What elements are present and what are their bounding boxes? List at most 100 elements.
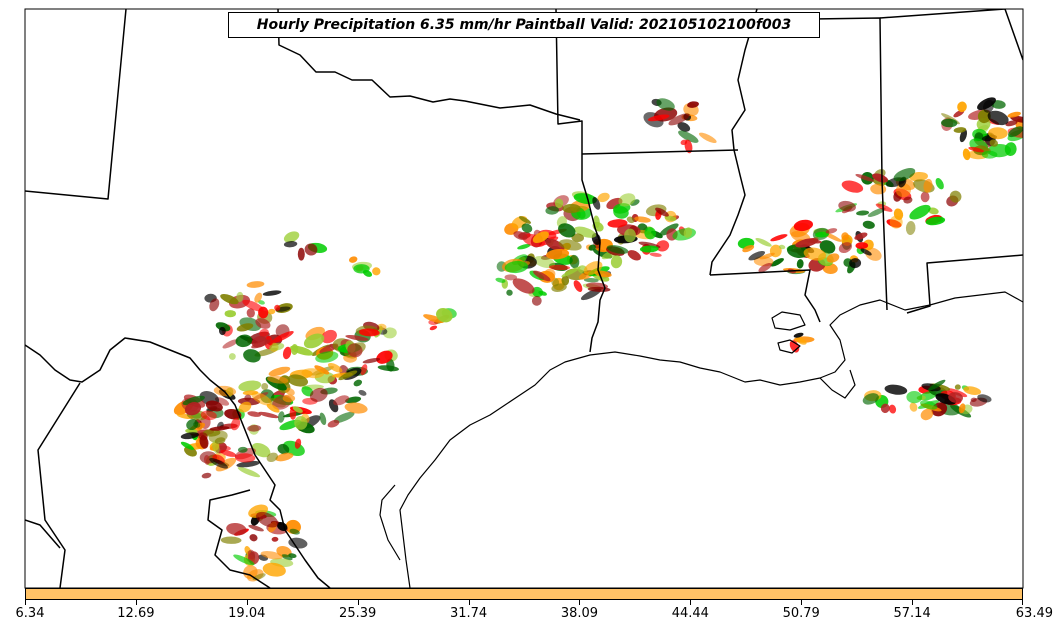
precip-blob	[680, 139, 688, 146]
precip-blob	[855, 242, 869, 250]
precip-blob	[236, 291, 244, 303]
precip-blob	[285, 387, 295, 396]
precip-blob	[571, 233, 584, 243]
precip-blob	[793, 332, 804, 338]
precip-blob	[1007, 111, 1021, 118]
precip-blob	[903, 196, 913, 204]
precip-blob	[607, 219, 628, 228]
precip-blob	[875, 203, 893, 212]
precip-blob	[644, 227, 657, 240]
precip-blob	[287, 374, 309, 387]
precip-blob	[795, 337, 807, 345]
precip-blob	[327, 419, 340, 428]
precip-blob	[909, 204, 931, 220]
precip-blob	[345, 396, 362, 404]
precip-blob	[292, 406, 303, 413]
precip-blob	[803, 247, 827, 261]
mississippi-delta	[819, 369, 856, 399]
precip-blob	[303, 333, 325, 349]
colorbar-tick	[358, 600, 359, 605]
precip-blob	[1010, 115, 1023, 123]
precip-blob	[787, 244, 809, 258]
colorbar-tick-label: 57.14	[893, 606, 931, 621]
precip-blob	[201, 472, 212, 479]
precip-blob	[624, 228, 636, 243]
precip-blob	[246, 281, 265, 288]
precip-blob	[348, 256, 358, 263]
precip-blob	[860, 248, 872, 256]
precip-blob	[948, 392, 963, 403]
precip-blob	[247, 424, 262, 432]
coastline	[379, 291, 1023, 588]
precip-blob	[360, 364, 368, 376]
precip-blob	[222, 339, 239, 349]
precip-blob	[288, 553, 297, 558]
precip-blob	[436, 307, 453, 323]
precip-blob	[244, 394, 252, 401]
precip-blob	[272, 331, 294, 343]
precip-blob	[521, 223, 533, 233]
precip-blob	[558, 239, 582, 251]
precip-blob	[344, 402, 368, 414]
precip-blob	[1005, 120, 1018, 127]
border-fl-panhandle	[906, 254, 1023, 314]
precip-blob	[610, 255, 623, 269]
precip-blob	[294, 416, 308, 430]
precip-blob	[958, 403, 966, 414]
precip-blob	[220, 536, 242, 544]
precip-blob	[327, 362, 343, 373]
precip-blob	[256, 511, 279, 528]
precip-blob	[909, 402, 918, 412]
precip-blob	[759, 252, 775, 260]
precip-blob	[262, 562, 286, 577]
gulf-coastline	[399, 291, 1023, 588]
precip-blob	[1008, 126, 1023, 138]
precip-blob	[226, 522, 247, 536]
precip-blob	[237, 446, 248, 453]
precip-blob	[920, 191, 930, 203]
precip-blob	[248, 524, 264, 532]
precip-blob	[214, 437, 226, 445]
precip-blob	[597, 192, 610, 203]
precip-blob	[235, 334, 253, 348]
precip-blob	[243, 565, 258, 579]
precip-blob	[271, 536, 279, 542]
precip-blob	[634, 216, 651, 223]
colorbar-tick	[690, 600, 691, 605]
barrier-island	[379, 484, 401, 561]
precip-blob	[862, 393, 879, 405]
precip-blob	[258, 300, 265, 305]
precip-blob	[203, 455, 211, 465]
colorbar-tick	[25, 600, 26, 605]
precip-blob	[867, 207, 886, 217]
colorbar-tick	[469, 600, 470, 605]
precip-blob	[953, 127, 967, 133]
precip-blob	[569, 254, 580, 269]
precip-blob	[970, 397, 977, 403]
lake-maurepas	[777, 339, 801, 354]
map-area	[25, 9, 1023, 588]
precip-blob	[838, 242, 852, 254]
precip-blob	[358, 389, 367, 396]
precip-blob	[267, 308, 276, 315]
precip-blob	[277, 411, 285, 423]
precip-blob	[855, 174, 875, 182]
precip-blob	[209, 298, 220, 312]
precip-blob	[554, 198, 564, 209]
precip-blob	[193, 421, 201, 428]
precip-blob	[315, 351, 339, 363]
precip-blob	[838, 200, 856, 212]
precip-blob	[209, 457, 228, 469]
precip-blob	[238, 401, 252, 413]
precip-blob	[321, 329, 337, 344]
precip-blob	[987, 110, 1009, 126]
colorbar-tick	[1022, 600, 1023, 605]
precip-blob	[941, 118, 958, 128]
colorbar-tick-label: 12.69	[117, 606, 155, 621]
precip-blob	[376, 323, 387, 331]
border-mississippi-river	[709, 9, 758, 276]
precip-blob	[854, 232, 868, 240]
precip-blob	[314, 365, 330, 375]
precip-blob	[826, 253, 840, 263]
precip-blob	[627, 250, 641, 261]
